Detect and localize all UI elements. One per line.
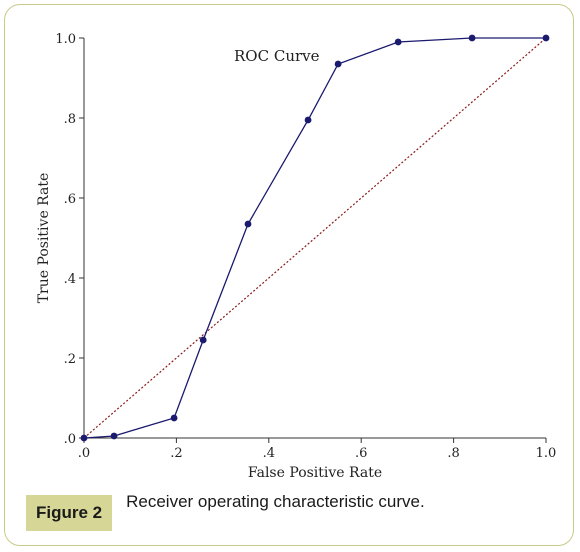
x-tick-label: .2 — [170, 446, 182, 461]
y-tick-label: .2 — [64, 352, 76, 367]
roc-data-point — [244, 220, 252, 228]
x-tick-label: .8 — [447, 446, 459, 461]
x-tick-label: .0 — [78, 446, 90, 461]
roc-data-point — [80, 434, 88, 442]
y-tick-label: .8 — [64, 112, 76, 127]
roc-chart: .0 .2 .4 .6 .8 1.0 .0 .2 .4 .6 .8 1.0 ROC Curve Fal… — [36, 32, 557, 481]
reference-diagonal-line — [83, 37, 547, 439]
figure-frame — [4, 4, 574, 546]
roc-data-point — [304, 116, 312, 124]
roc-data-point — [542, 34, 550, 42]
roc-data-point — [199, 336, 207, 344]
y-tick-label: .0 — [64, 432, 76, 447]
y-tick-label: .4 — [64, 272, 76, 287]
figure-caption: Figure 2 Receiver operating characterist… — [26, 492, 425, 533]
chart-annotation: ROC Curve — [234, 47, 320, 65]
roc-data-point — [170, 414, 178, 422]
roc-data-point — [394, 38, 402, 46]
y-tick-label: 1.0 — [55, 32, 76, 47]
roc-data-point — [468, 34, 476, 42]
y-tick-label: .6 — [64, 192, 76, 207]
x-tick-label: .6 — [355, 446, 367, 461]
x-tick-label: 1.0 — [536, 446, 557, 461]
x-tick-label: .4 — [263, 446, 275, 461]
y-axis-label: True Positive Rate — [36, 173, 52, 304]
roc-data-point — [334, 60, 342, 68]
figure-caption-text: Receiver operating characteristic curve. — [126, 492, 425, 511]
x-axis-label: False Positive Rate — [248, 465, 382, 481]
roc-data-point — [110, 432, 118, 440]
chart-marks — [80, 34, 550, 442]
figure-label: Figure 2 — [26, 495, 113, 531]
chart-axes — [83, 38, 546, 439]
roc-curve-line — [83, 37, 546, 439]
